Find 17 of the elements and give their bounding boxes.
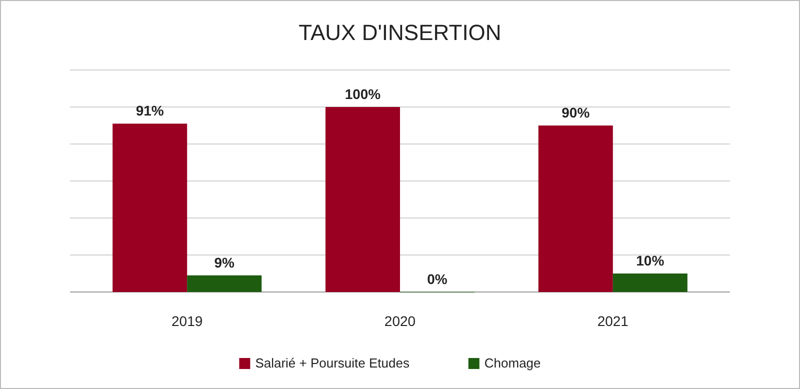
bar xyxy=(612,274,688,292)
data-label: 9% xyxy=(214,254,236,270)
data-label: 100% xyxy=(344,86,382,102)
chart-title: TAUX D'INSERTION xyxy=(298,20,502,45)
x-tick-label: 2020 xyxy=(384,313,416,329)
legend-label: Salarié + Poursuite Etudes xyxy=(255,356,410,371)
x-tick-label: 2019 xyxy=(172,313,203,329)
legend-label: Chomage xyxy=(484,356,541,371)
bar xyxy=(538,126,613,292)
bar xyxy=(325,107,400,292)
data-label: 91% xyxy=(136,102,164,119)
bar xyxy=(112,124,188,292)
data-label: 10% xyxy=(636,252,665,268)
data-label: 0% xyxy=(427,271,448,287)
data-label: 90% xyxy=(562,104,590,120)
x-tick-label: 2021 xyxy=(597,313,629,329)
bar xyxy=(187,275,262,292)
